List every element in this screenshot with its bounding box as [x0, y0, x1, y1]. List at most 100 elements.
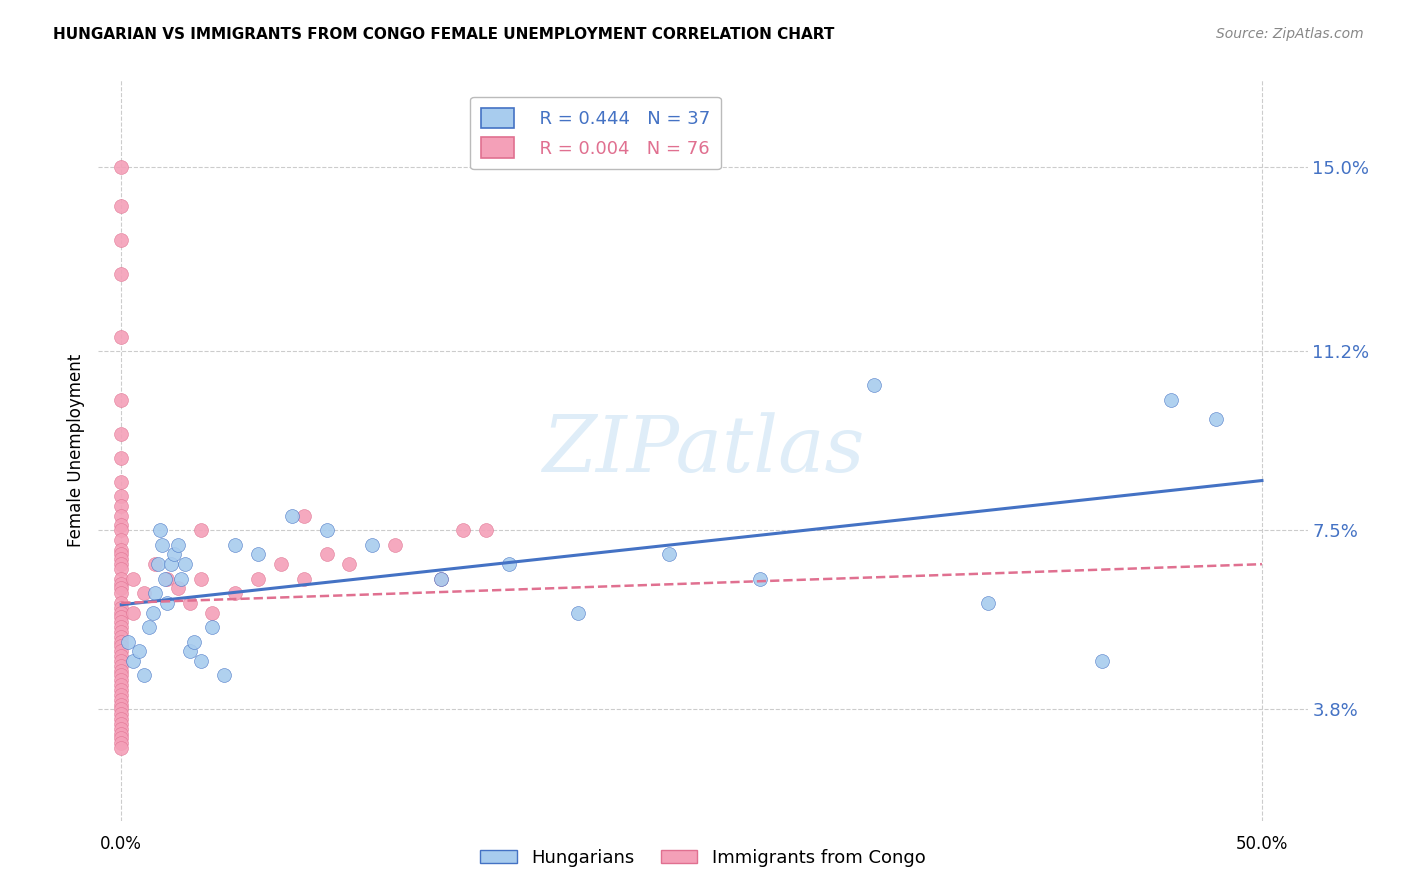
Point [169, 572, 191, 586]
Text: 50.0%: 50.0% [1236, 835, 1288, 853]
Point [179, 596, 201, 610]
Point [110, 634, 132, 648]
Point [145, 557, 167, 571]
Point [247, 548, 270, 562]
Point [174, 557, 197, 571]
Point [121, 572, 143, 586]
Legend: Hungarians, Immigrants from Congo: Hungarians, Immigrants from Congo [474, 842, 932, 874]
Point [110, 624, 132, 639]
Point [110, 688, 132, 702]
Point [138, 620, 160, 634]
Point [110, 557, 132, 571]
Point [1160, 392, 1182, 407]
Point [110, 233, 132, 247]
Point [384, 538, 406, 552]
Point [167, 538, 190, 552]
Point [110, 499, 132, 513]
Point [270, 557, 292, 571]
Point [110, 683, 132, 698]
Legend:   R = 0.444   N = 37,   R = 0.004   N = 76: R = 0.444 N = 37, R = 0.004 N = 76 [470, 96, 721, 169]
Point [153, 572, 176, 586]
Point [110, 450, 132, 465]
Point [110, 490, 132, 504]
Point [110, 552, 132, 566]
Point [110, 562, 132, 576]
Point [110, 600, 132, 615]
Point [110, 726, 132, 740]
Point [281, 508, 304, 523]
Point [110, 524, 132, 538]
Point [567, 606, 589, 620]
Point [110, 586, 132, 600]
Point [156, 596, 179, 610]
Point [110, 712, 132, 726]
Text: Source: ZipAtlas.com: Source: ZipAtlas.com [1216, 27, 1364, 41]
Point [863, 378, 886, 392]
Point [110, 630, 132, 644]
Point [183, 634, 205, 648]
Point [110, 582, 132, 596]
Point [110, 548, 132, 562]
Point [429, 572, 451, 586]
Point [110, 533, 132, 547]
Point [201, 620, 224, 634]
Point [110, 518, 132, 533]
Point [110, 673, 132, 688]
Point [150, 538, 173, 552]
Point [132, 668, 155, 682]
Text: 0.0%: 0.0% [100, 835, 142, 853]
Point [110, 392, 132, 407]
Point [429, 572, 451, 586]
Point [110, 576, 132, 591]
Point [110, 330, 132, 344]
Point [110, 649, 132, 664]
Point [292, 508, 315, 523]
Point [110, 644, 132, 658]
Point [201, 606, 224, 620]
Point [475, 524, 498, 538]
Point [498, 557, 520, 571]
Point [121, 606, 143, 620]
Point [110, 199, 132, 213]
Point [110, 658, 132, 673]
Point [110, 717, 132, 731]
Y-axis label: Female Unemployment: Female Unemployment [66, 354, 84, 547]
Point [110, 698, 132, 712]
Point [110, 640, 132, 654]
Point [292, 572, 315, 586]
Point [156, 572, 179, 586]
Point [110, 654, 132, 668]
Point [110, 731, 132, 746]
Point [749, 572, 772, 586]
Point [190, 524, 212, 538]
Point [163, 548, 186, 562]
Point [132, 586, 155, 600]
Text: HUNGARIAN VS IMMIGRANTS FROM CONGO FEMALE UNEMPLOYMENT CORRELATION CHART: HUNGARIAN VS IMMIGRANTS FROM CONGO FEMAL… [53, 27, 835, 42]
Point [1205, 412, 1227, 426]
Point [110, 722, 132, 736]
Point [110, 664, 132, 678]
Text: ZIPatlas: ZIPatlas [541, 412, 865, 489]
Point [128, 644, 150, 658]
Point [110, 702, 132, 716]
Point [110, 542, 132, 557]
Point [179, 644, 201, 658]
Point [212, 668, 235, 682]
Point [315, 524, 337, 538]
Point [1091, 654, 1114, 668]
Point [224, 586, 246, 600]
Point [110, 620, 132, 634]
Point [146, 557, 169, 571]
Point [224, 538, 246, 552]
Point [110, 615, 132, 630]
Point [149, 524, 172, 538]
Point [315, 548, 337, 562]
Point [110, 736, 132, 750]
Point [337, 557, 360, 571]
Point [167, 582, 190, 596]
Point [110, 707, 132, 722]
Point [160, 557, 183, 571]
Point [110, 692, 132, 706]
Point [110, 267, 132, 281]
Point [247, 572, 270, 586]
